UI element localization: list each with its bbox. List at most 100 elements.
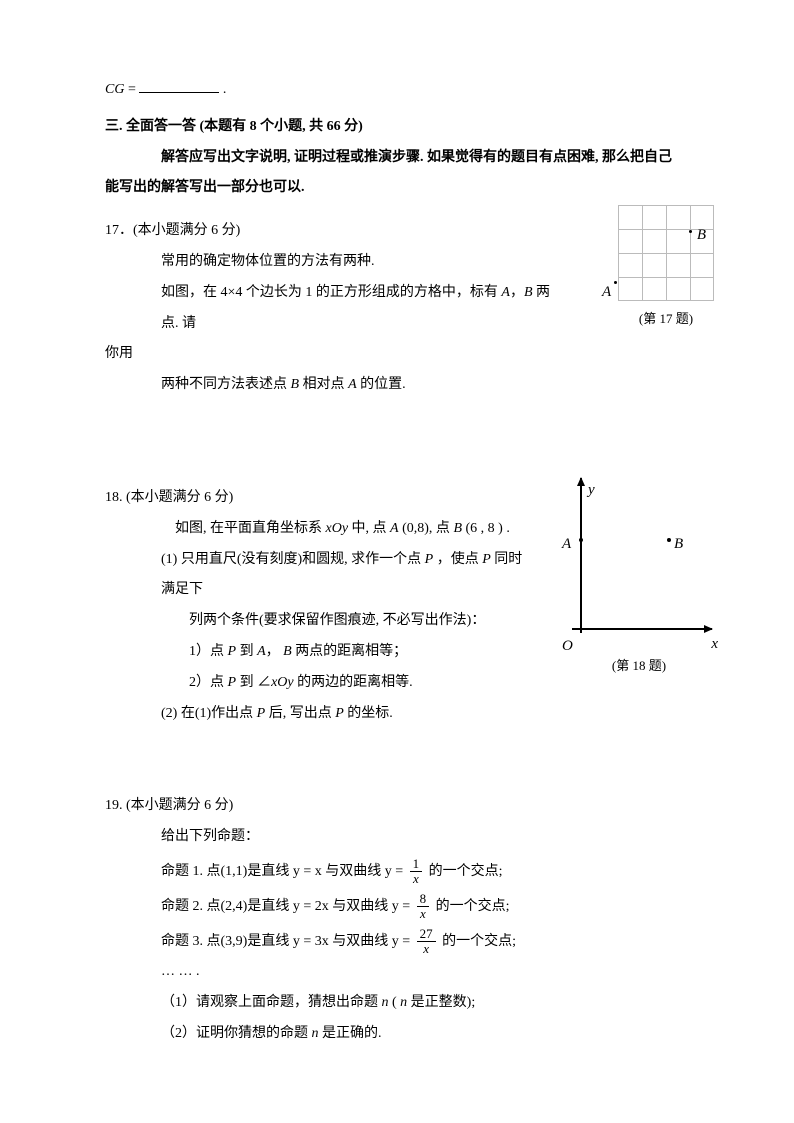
q19-c2a: 命题 2. 点(2,4)是直线 y = 2x 与双曲线 y = xyxy=(161,899,414,914)
q17-line4: 两种不同方法表述点 B 相对点 A 的位置. xyxy=(105,370,694,401)
q19-c3n: 27 xyxy=(417,927,436,942)
q18-num: 18. xyxy=(105,490,123,505)
q18-p12xoy: xOy xyxy=(271,675,294,690)
q18-p1b: ，使点 xyxy=(433,552,482,567)
q19-q1a: （1）请观察上面命题，猜想出命题 xyxy=(161,995,382,1010)
q18-l1a: 如图, 在平面直角坐标系 xyxy=(175,521,326,536)
q19-dots: … … . xyxy=(105,957,694,988)
q17-point-a: A xyxy=(602,276,611,309)
q17-caption: (第 17 题) xyxy=(618,305,714,334)
q19-q1c: 是正整数); xyxy=(407,995,475,1010)
q17-grid: A B xyxy=(618,205,714,301)
q19-c3b: 的一个交点; xyxy=(439,934,516,949)
q17-line3: 你用 xyxy=(105,339,694,370)
q18-xoy: xOy xyxy=(326,521,349,536)
q19-c2b: 的一个交点; xyxy=(432,899,509,914)
cg-label: CG xyxy=(105,82,124,97)
q18-b-label: B xyxy=(674,528,683,561)
q18-p11b: 到 xyxy=(236,644,257,659)
q19-q1b: ( xyxy=(389,995,401,1010)
q18-p12c: 的两边的距离相等. xyxy=(294,675,413,690)
q17-header: 17．(本小题满分 6 分) xyxy=(105,216,694,247)
q19-header-text: (本小题满分 6 分) xyxy=(123,798,234,813)
q19-c1b: 的一个交点; xyxy=(425,864,502,879)
q19-c2-frac: 8x xyxy=(417,892,430,922)
q19-c3a: 命题 3. 点(3,9)是直线 y = 3x 与双曲线 y = xyxy=(161,934,414,949)
q18-a: A xyxy=(390,521,399,536)
q18-b: B xyxy=(453,521,462,536)
q18-p11a: 1）点 xyxy=(189,644,228,659)
q18-p2p: P xyxy=(257,706,266,721)
q19-c3: 命题 3. 点(3,9)是直线 y = 3x 与双曲线 y = 27x 的一个交… xyxy=(105,927,694,958)
q19-q2: （2）证明你猜想的命题 n 是正确的. xyxy=(105,1019,694,1050)
q19-c3-frac: 27x xyxy=(417,927,436,957)
section-3-desc2: 能写出的解答写出一部分也可以. xyxy=(105,173,694,204)
q18-p2c: 的坐标. xyxy=(344,706,393,721)
top-fragment: CG = . xyxy=(105,75,694,106)
q17-num: 17． xyxy=(105,223,133,238)
q18-p12b: 到 xyxy=(236,675,257,690)
q19-c2d: x xyxy=(417,907,429,921)
q18-p2: P xyxy=(482,552,491,567)
q19-intro: 给出下列命题： xyxy=(105,822,694,853)
q17-l2-a: A xyxy=(501,285,510,300)
q17-figure: A B (第 17 题) xyxy=(618,205,714,334)
q17-l4-b: B xyxy=(291,377,300,392)
q19-q1: （1）请观察上面命题，猜想出命题 n ( n 是正整数); xyxy=(105,988,694,1019)
q18-p: P xyxy=(425,552,434,567)
q17-header-text: (本小题满分 6 分) xyxy=(133,223,240,238)
q18-acoord: (0,8), 点 xyxy=(399,521,454,536)
q18-figure: y x O A B (第 18 题) xyxy=(564,478,714,681)
q18-p12p: P xyxy=(228,675,237,690)
blank-underline xyxy=(139,79,219,93)
q18-a-label: A xyxy=(562,528,571,561)
q18-l1b: 中, 点 xyxy=(348,521,390,536)
q19-q2b: 是正确的. xyxy=(319,1026,382,1041)
q19-q2a: （2）证明你猜想的命题 xyxy=(161,1026,312,1041)
q18-p2b: 后, 写出点 xyxy=(265,706,335,721)
spacer-1 xyxy=(105,401,694,471)
period: . xyxy=(223,82,227,97)
q18-p11c: ， xyxy=(266,644,284,659)
q17-l2a: 如图，在 4×4 个边长为 1 的正方形组成的方格中，标有 xyxy=(161,285,501,300)
q17-l4c: 的位置. xyxy=(357,377,406,392)
q19: 19. (本小题满分 6 分) 给出下列命题： 命题 1. 点(1,1)是直线 … xyxy=(105,791,694,1049)
q19-c2: 命题 2. 点(2,4)是直线 y = 2x 与双曲线 y = 8x 的一个交点… xyxy=(105,892,694,923)
q18-angle: ∠ xyxy=(257,675,271,690)
q17-l4a: 两种不同方法表述点 xyxy=(161,377,291,392)
q18-p1a: (1) 只用直尺(没有刻度)和圆规, 求作一个点 xyxy=(161,552,425,567)
o-label: O xyxy=(562,630,573,663)
q18-p2: (2) 在(1)作出点 P 后, 写出点 P 的坐标. xyxy=(105,699,694,730)
q19-c1: 命题 1. 点(1,1)是直线 y = x 与双曲线 y = 1x 的一个交点; xyxy=(105,857,694,888)
q17-l4b: 相对点 xyxy=(299,377,348,392)
q19-c3d: x xyxy=(420,942,432,956)
q18-p2a: (2) 在(1)作出点 xyxy=(161,706,257,721)
y-axis xyxy=(580,478,582,633)
q19-c2n: 8 xyxy=(417,892,430,907)
q17-point-b: B xyxy=(697,219,706,252)
spacer-2 xyxy=(105,729,694,779)
eq-sign: = xyxy=(128,82,139,97)
q19-c1-frac: 1x xyxy=(410,857,423,887)
q18-p11-a: A xyxy=(257,644,266,659)
q18-p12a: 2）点 xyxy=(189,675,228,690)
q18-header-text: (本小题满分 6 分) xyxy=(123,490,234,505)
q17-l4-a: A xyxy=(348,377,357,392)
q18-caption: (第 18 题) xyxy=(564,652,714,681)
q19-c1d: x xyxy=(410,872,422,886)
q19-header: 19. (本小题满分 6 分) xyxy=(105,791,694,822)
q19-num: 19. xyxy=(105,798,123,813)
q18-p11p: P xyxy=(228,644,237,659)
x-label: x xyxy=(711,628,718,661)
q18-axes: y x O A B xyxy=(564,478,714,648)
q18-b-dot xyxy=(667,538,671,542)
q19-c1n: 1 xyxy=(410,857,423,872)
q17-l2-b: B xyxy=(524,285,533,300)
section-3-title: 三. 全面答一答 (本题有 8 个小题, 共 66 分) xyxy=(105,112,694,143)
q18-p11-b: B xyxy=(283,644,292,659)
q19-n1: n xyxy=(382,995,389,1010)
q18-a-dot xyxy=(579,538,583,542)
q19-c1a: 命题 1. 点(1,1)是直线 y = x 与双曲线 y = xyxy=(161,864,407,879)
y-label: y xyxy=(588,474,595,507)
x-axis xyxy=(572,628,712,630)
